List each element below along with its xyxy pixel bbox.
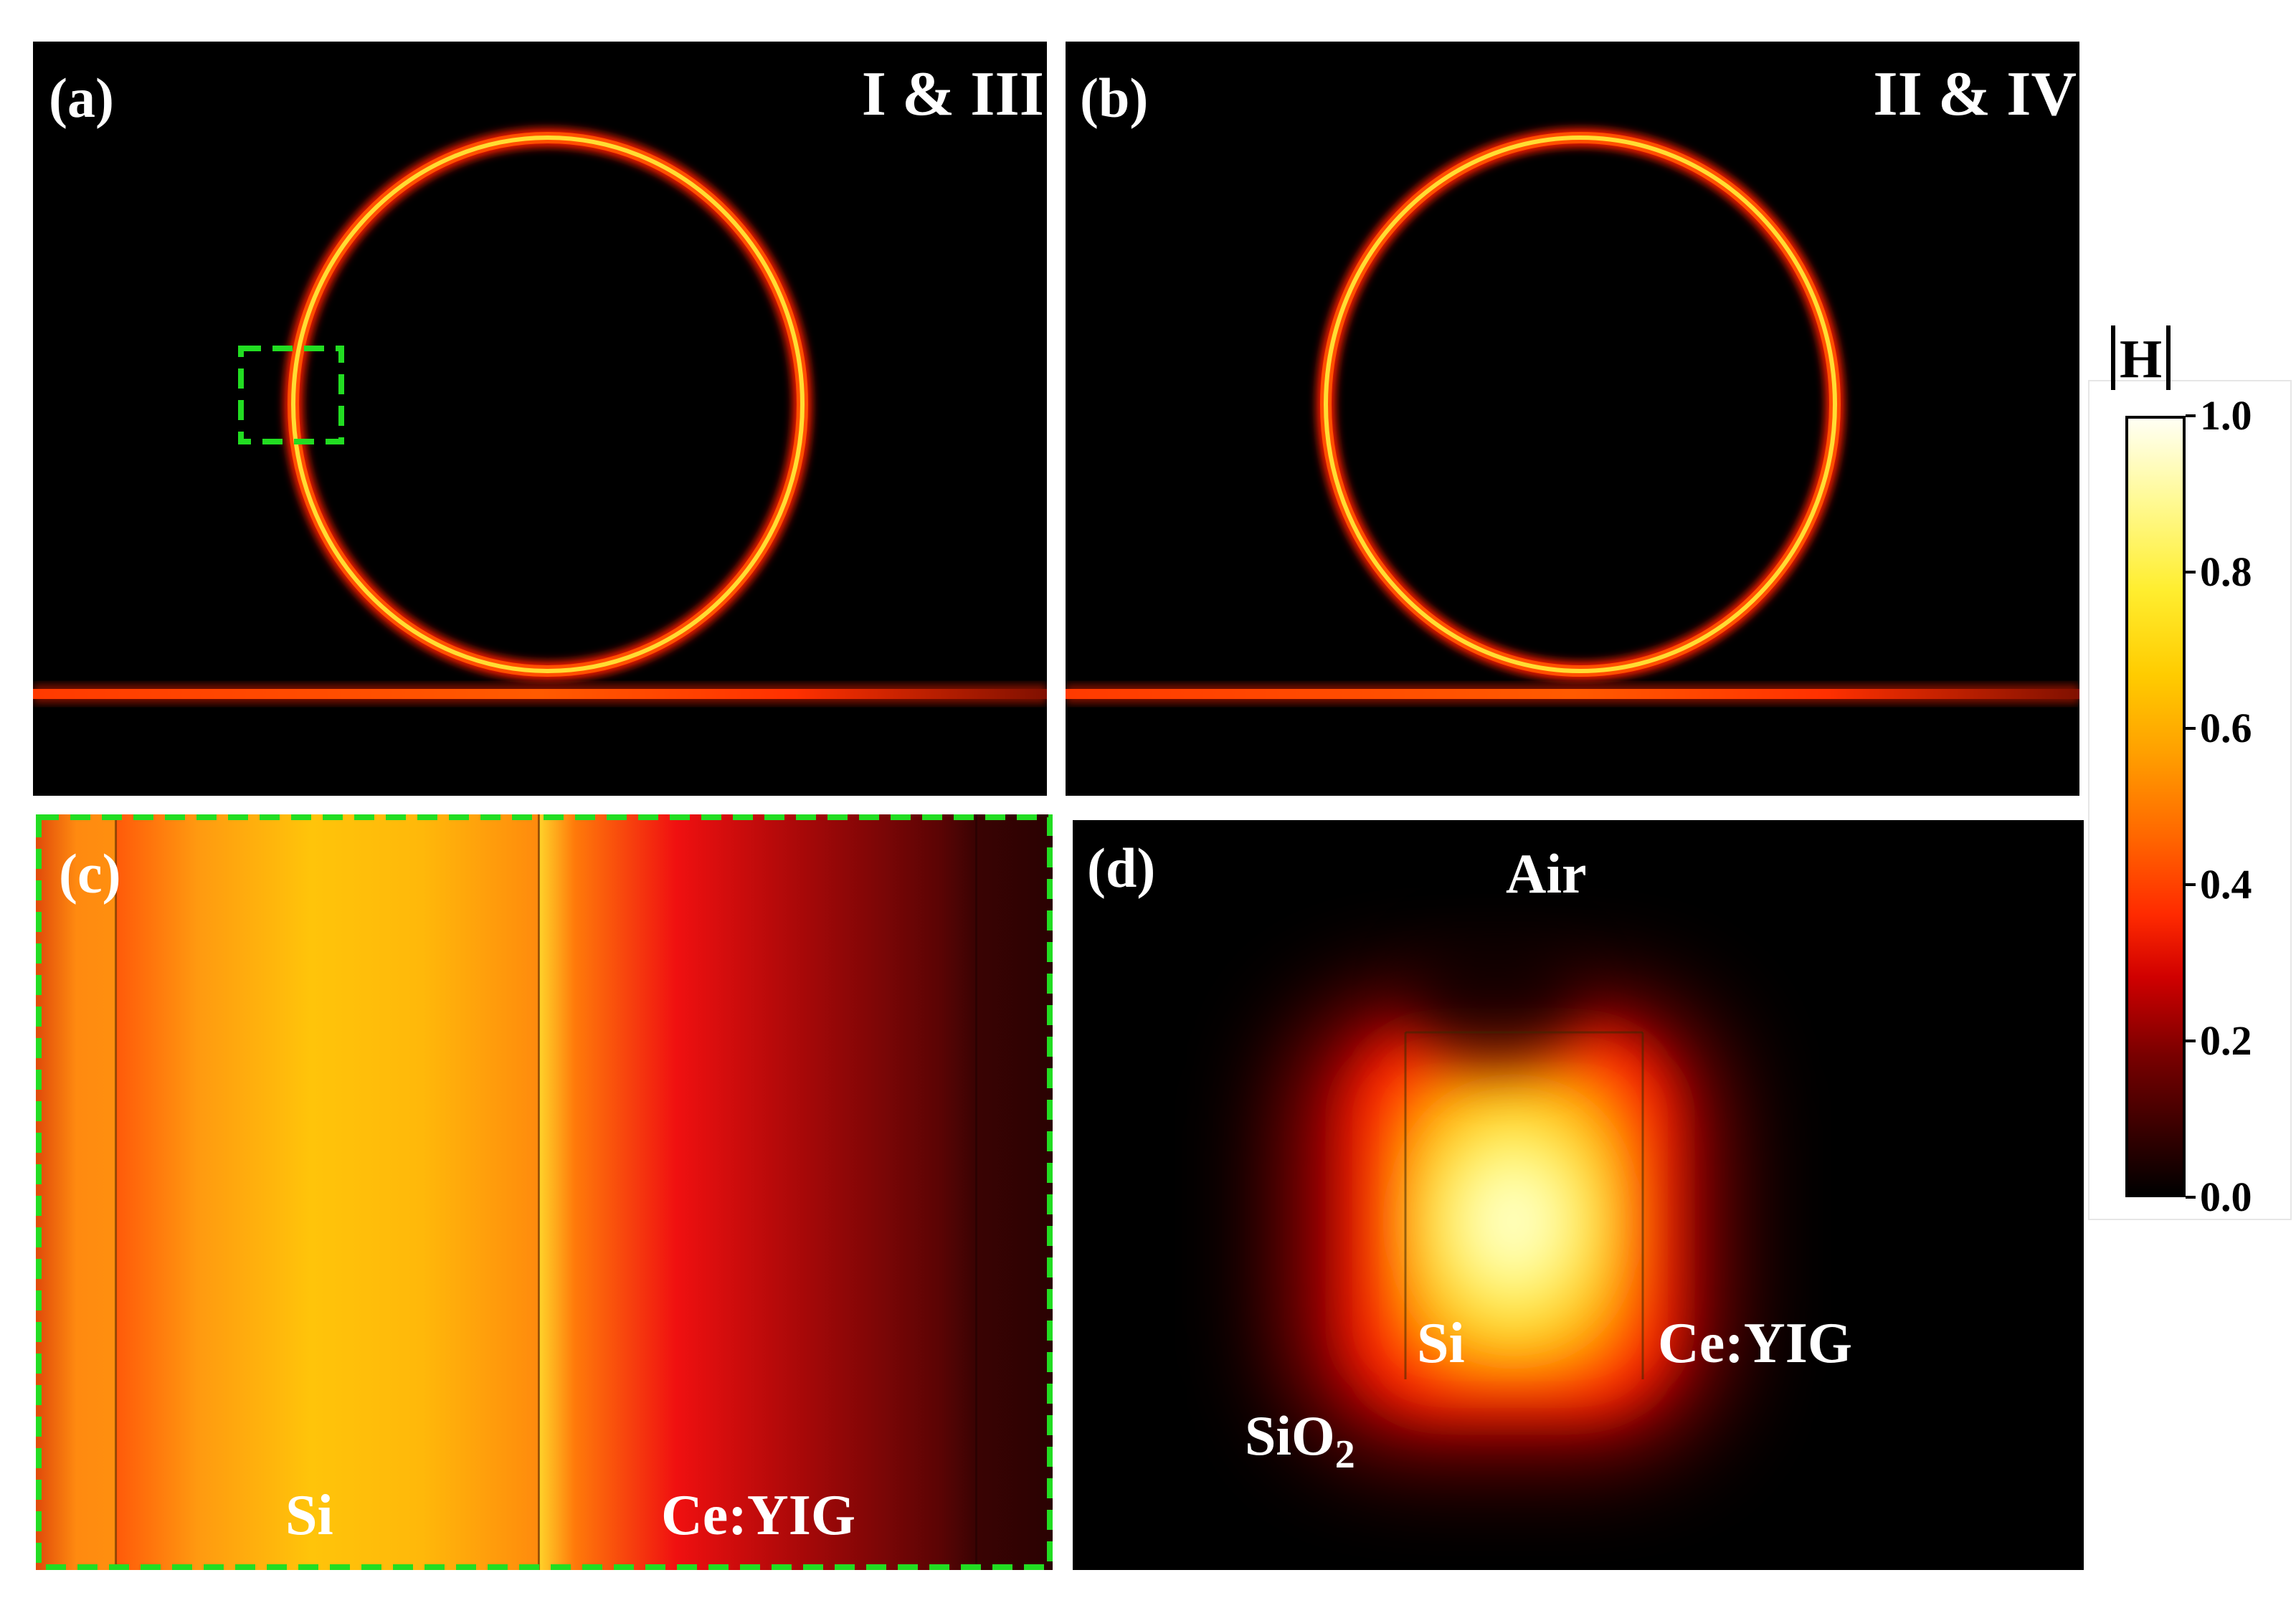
panel-c-label: (c) [59, 842, 121, 905]
panel-c-zoomed-field: (c) Si Ce:YIG [36, 814, 1053, 1570]
colorbar-title: H [2107, 325, 2175, 390]
field-core [1381, 1057, 1646, 1386]
ring-outer [1320, 132, 1841, 677]
panel-a-label: (a) [49, 67, 114, 129]
panel-a-mode-label: I & III [861, 60, 1044, 129]
colorbar-tick-mark [2186, 1196, 2196, 1199]
material-label-ceyig: Ce:YIG [1658, 1312, 1853, 1375]
material-label-ceyig: Ce:YIG [661, 1484, 856, 1547]
material-label-si: Si [285, 1484, 333, 1547]
material-label-sio2: SiO2 [1245, 1404, 1355, 1477]
ring-outer [288, 132, 808, 677]
material-label-si: Si [1417, 1312, 1465, 1375]
panel-a-ring-field: (a) I & III [33, 42, 1047, 796]
colorbar-tick-mark [2186, 883, 2196, 886]
colorbar-gradient [2125, 416, 2186, 1197]
zoom-region-box [238, 346, 344, 444]
colorbar-tick-label: 1.0 [2200, 392, 2252, 439]
colorbar-tick-mark [2186, 727, 2196, 730]
bus-waveguide [1066, 689, 2079, 699]
ring-resonator-field-a [33, 128, 1047, 703]
panel-d-label: (d) [1087, 837, 1156, 899]
ring-core [291, 135, 805, 673]
colorbar-tick-label: 0.2 [2200, 1017, 2252, 1064]
material-label-air: Air [1506, 842, 1587, 905]
panel-b-mode-label: II & IV [1873, 60, 2077, 129]
colorbar-tick-mark [2186, 571, 2196, 574]
air-dark-notch [1410, 935, 1582, 1064]
ring-core [1324, 135, 1837, 673]
interface-line-left [115, 814, 117, 1570]
panel-d-cross-section-field: (d) Air Si Ce:YIG SiO2 [1073, 820, 2084, 1570]
colorbar-tick-mark [2186, 414, 2196, 417]
interface-si-ceyig [538, 814, 540, 1570]
interface-right [975, 814, 977, 1570]
waveguide-cross-section [1288, 935, 1718, 1451]
panel-b-ring-field: (b) II & IV [1066, 42, 2079, 796]
colorbar-tick-label: 0.6 [2200, 705, 2252, 751]
colorbar-frame [2088, 380, 2292, 1220]
colorbar-tick-label: 0.0 [2200, 1174, 2252, 1220]
colorbar-tick-label: 0.8 [2200, 548, 2252, 595]
zoom-border [36, 814, 1053, 1570]
ring-resonator-field-b [1066, 128, 2079, 703]
panel-b-label: (b) [1080, 67, 1149, 129]
colorbar-tick-label: 0.4 [2200, 861, 2252, 908]
colorbar-tick-mark [2186, 1040, 2196, 1042]
bus-waveguide [33, 689, 1047, 699]
